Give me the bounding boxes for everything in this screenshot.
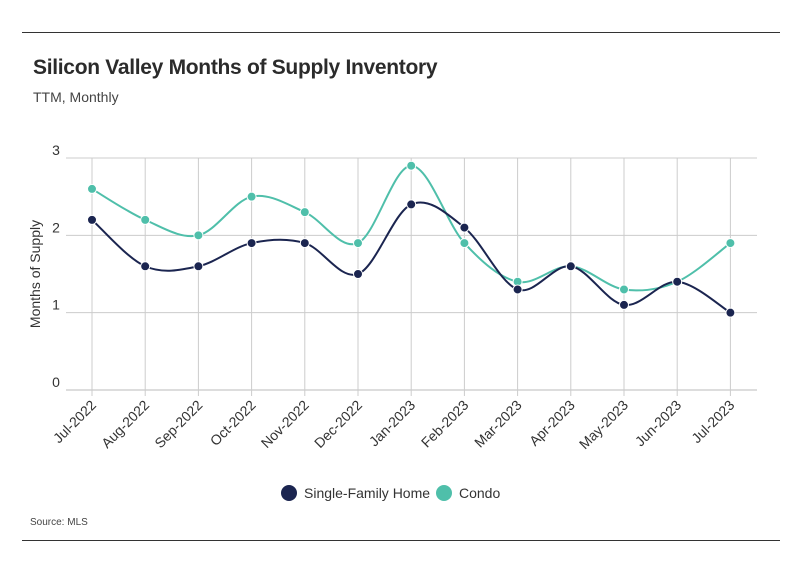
x-tick-label: Aug-2022 bbox=[98, 397, 152, 451]
data-point-condo bbox=[406, 160, 417, 171]
source-note: Source: MLS bbox=[30, 517, 88, 528]
y-tick-label: 0 bbox=[52, 374, 60, 390]
top-rule bbox=[22, 32, 780, 33]
y-tick-label: 2 bbox=[52, 219, 60, 235]
data-point-single-family-home bbox=[140, 261, 151, 272]
data-point-condo bbox=[353, 238, 363, 249]
chart-subtitle: TTM, Monthly bbox=[33, 89, 119, 105]
bottom-rule bbox=[22, 540, 780, 541]
chart-title: Silicon Valley Months of Supply Inventor… bbox=[33, 56, 438, 79]
legend-label-single-family-home: Single-Family Home bbox=[304, 485, 430, 501]
x-tick-label: Feb-2023 bbox=[418, 397, 472, 451]
data-point-condo bbox=[459, 238, 470, 249]
data-point-single-family-home bbox=[246, 238, 257, 249]
gridlines bbox=[66, 157, 757, 396]
x-tick-label: May-2023 bbox=[576, 397, 631, 452]
data-point-single-family-home bbox=[353, 269, 363, 279]
x-tick-label: Sep-2022 bbox=[151, 397, 205, 451]
x-tick-label: Oct-2022 bbox=[207, 397, 259, 449]
data-point-single-family-home bbox=[565, 261, 576, 272]
x-tick-label: Jul-2023 bbox=[688, 397, 737, 446]
y-tick-label: 3 bbox=[52, 142, 60, 158]
x-tick-label: Jun-2023 bbox=[632, 397, 685, 450]
data-point-single-family-home bbox=[459, 222, 470, 233]
x-tick-label: Jan-2023 bbox=[366, 397, 419, 450]
data-point-single-family-home bbox=[672, 276, 683, 287]
data-point-single-family-home bbox=[406, 199, 417, 210]
data-point-condo bbox=[87, 183, 97, 194]
legend-label-condo: Condo bbox=[459, 485, 500, 501]
x-tick-label: Jul-2022 bbox=[50, 397, 99, 446]
data-point-condo bbox=[140, 214, 151, 225]
data-point-single-family-home bbox=[87, 214, 97, 225]
data-point-condo bbox=[193, 230, 204, 241]
data-point-condo bbox=[725, 238, 736, 249]
data-point-single-family-home bbox=[512, 284, 523, 295]
data-point-condo bbox=[299, 207, 310, 218]
x-tick-label: Mar-2023 bbox=[471, 397, 525, 451]
x-tick-label: Nov-2022 bbox=[258, 397, 312, 451]
legend-marker-condo bbox=[436, 485, 452, 501]
x-tick-label: Dec-2022 bbox=[311, 397, 365, 451]
data-point-condo bbox=[619, 284, 629, 295]
y-tick-label: 1 bbox=[52, 297, 60, 313]
legend-marker-single-family-home bbox=[281, 485, 297, 501]
legend: Single-Family Home Condo bbox=[281, 485, 500, 501]
data-point-single-family-home bbox=[299, 238, 310, 249]
data-point-single-family-home bbox=[619, 299, 629, 310]
data-point-single-family-home bbox=[725, 307, 736, 318]
data-point-single-family-home bbox=[193, 261, 204, 272]
x-tick-label: Apr-2023 bbox=[526, 397, 578, 449]
data-point-condo bbox=[246, 191, 257, 202]
y-axis-label: Months of Supply bbox=[27, 220, 43, 328]
